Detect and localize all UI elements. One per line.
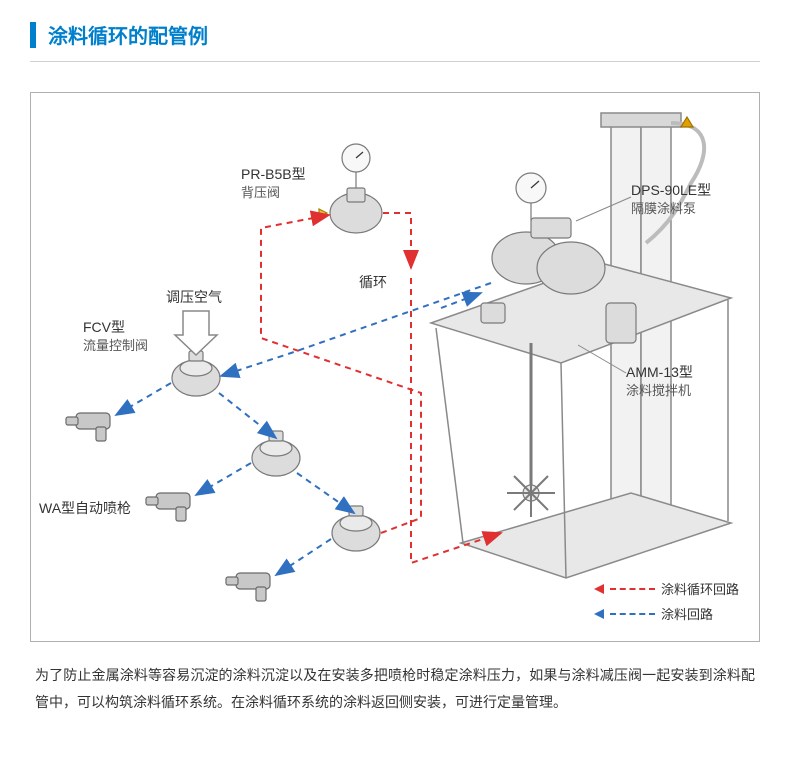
leader-pump xyxy=(571,193,641,223)
fcv-3 xyxy=(332,506,380,551)
fcv-2 xyxy=(252,431,300,476)
legend-dash-red xyxy=(610,588,655,590)
legend-arrow-blue-icon xyxy=(594,609,604,619)
bpv-name: 背压阀 xyxy=(241,185,280,200)
spray-gun-2 xyxy=(146,493,190,521)
legend-circ-label: 涂料循环回路 xyxy=(661,579,739,598)
diagram-container: PR-B5B型 背压阀 DPS-90LE型 隔膜涂料泵 循环 调压空气 FCV型… xyxy=(30,92,760,642)
fcv-1 xyxy=(172,351,220,396)
label-back-pressure-valve: PR-B5B型 背压阀 xyxy=(241,165,306,202)
page-title: 涂料循环的配管例 xyxy=(48,20,208,49)
bpv-model: PR-B5B型 xyxy=(241,166,306,182)
back-pressure-valve xyxy=(319,144,382,233)
legend-circ: 涂料循环回路 xyxy=(594,579,739,598)
legend-arrow-red-icon xyxy=(594,584,604,594)
mixer-model: AMM-13型 xyxy=(626,364,693,380)
label-mixer: AMM-13型 涂料搅拌机 xyxy=(626,363,693,400)
air-arrow xyxy=(175,311,217,355)
leader-mixer xyxy=(576,343,636,383)
label-fcv: FCV型 流量控制阀 xyxy=(83,318,148,355)
fcv-model: FCV型 xyxy=(83,319,125,335)
pump-model: DPS-90LE型 xyxy=(631,182,711,198)
legend-dash-blue xyxy=(610,613,655,615)
fcv-name: 流量控制阀 xyxy=(83,338,148,353)
legend-paint-label: 涂料回路 xyxy=(661,604,713,623)
label-spray-gun: WA型自动喷枪 xyxy=(39,499,131,517)
spray-gun-1 xyxy=(66,413,110,441)
label-regulated-air: 调压空气 xyxy=(166,288,222,306)
title-marker xyxy=(30,22,36,48)
header: 涂料循环的配管例 xyxy=(0,0,790,72)
legend-paint: 涂料回路 xyxy=(594,604,739,623)
mixer-name: 涂料搅拌机 xyxy=(626,383,691,398)
title-bar: 涂料循环的配管例 xyxy=(30,20,760,62)
legend: 涂料循环回路 涂料回路 xyxy=(594,579,739,623)
label-pump: DPS-90LE型 隔膜涂料泵 xyxy=(631,181,711,218)
spray-gun-3 xyxy=(226,573,270,601)
description-text: 为了防止金属涂料等容易沉淀的涂料沉淀以及在安装多把喷枪时稳定涂料压力，如果与涂料… xyxy=(0,657,790,715)
label-circulation: 循环 xyxy=(359,273,387,291)
